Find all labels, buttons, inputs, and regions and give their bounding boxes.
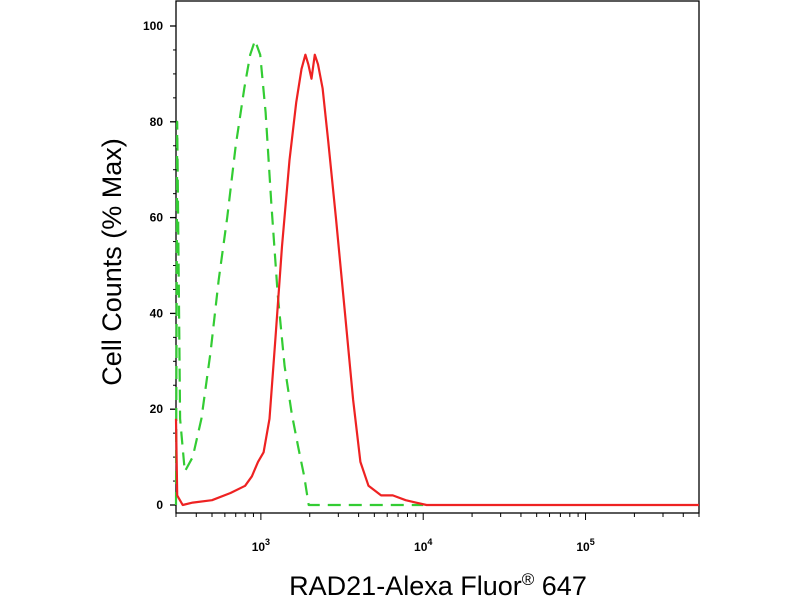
x-tick-label: 105: [576, 537, 594, 554]
y-tick-label: 40: [150, 306, 164, 320]
y-tick-label: 80: [150, 115, 164, 129]
y-axis: 0 20 40 60 80 100: [143, 19, 176, 512]
x-axis-title-suffix: 647: [534, 571, 587, 600]
control-histogram-line: [174, 39, 424, 507]
x-axis-title: RAD21-Alexa Fluor® 647: [289, 570, 587, 600]
y-tick-label: 20: [150, 402, 164, 416]
x-axis: 103 104 105: [175, 513, 700, 554]
plot-frame: [175, 0, 700, 514]
y-axis-title: Cell Counts (% Max): [97, 138, 127, 386]
y-tick-label: 0: [156, 498, 163, 512]
x-tick-label: 103: [252, 537, 270, 554]
y-tick-label: 100: [143, 19, 163, 33]
y-tick-label: 60: [150, 211, 164, 225]
sample-histogram-line: [174, 53, 699, 507]
x-axis-title-main: RAD21-Alexa Fluor: [289, 571, 522, 600]
series-layer: [174, 39, 699, 507]
x-tick-label: 104: [414, 537, 432, 554]
x-axis-title-registered-mark: ®: [522, 570, 535, 589]
